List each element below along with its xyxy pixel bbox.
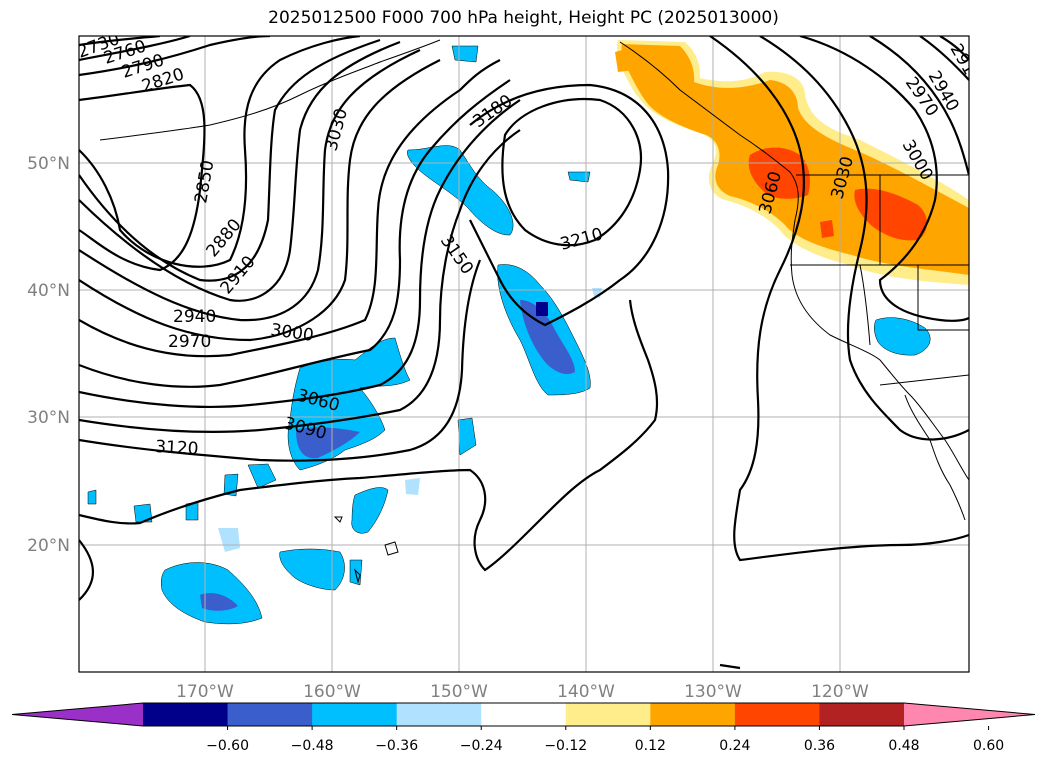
colorbar-segment (734, 703, 820, 726)
colorbar-tick-label: 0.36 (804, 738, 835, 754)
colorbar-segment (312, 703, 398, 726)
map-panel: 2730 2760 2790 2820 2850 2880 2910 2940 … (79, 36, 969, 672)
longitude-labels: 170°W 160°W 150°W 140°W 130°W 120°W (176, 682, 869, 702)
map-frame (78, 35, 970, 673)
lat-label: 20°N (27, 536, 70, 556)
lon-label: 120°W (811, 682, 869, 702)
colorbar-tick-label: 0.12 (635, 738, 666, 754)
lat-label: 50°N (27, 154, 70, 174)
colorbar-tick-label: −0.60 (206, 738, 249, 754)
contour-label: 2970 (168, 332, 211, 352)
lon-label: 170°W (176, 682, 234, 702)
colorbar-extension-max (904, 703, 1035, 726)
map-title: 2025012500 F000 700 hPa height, Height P… (268, 8, 779, 28)
colorbar-tick-label: 0.60 (973, 738, 1004, 754)
lat-label: 40°N (27, 281, 70, 301)
colorbar-segment (650, 703, 736, 726)
contour-label: 2940 (173, 307, 216, 327)
latitude-labels: 50°N 40°N 30°N 20°N (27, 154, 70, 556)
colorbar-segment (227, 703, 313, 726)
height-contours (79, 36, 969, 670)
lon-label: 160°W (303, 682, 361, 702)
lon-label: 130°W (684, 682, 742, 702)
negative-anomaly-shading (87, 45, 931, 625)
colorbar-segment (396, 703, 482, 726)
contour-label: 3120 (155, 437, 199, 459)
lat-label: 30°N (27, 408, 70, 428)
colorbar-tick-label: −0.24 (460, 738, 503, 754)
colorbar-segment (565, 703, 651, 726)
colorbar-tick-label: −0.36 (375, 738, 418, 754)
colorbar-extension-min (12, 703, 143, 726)
colorbar-tick-label: 0.24 (719, 738, 750, 754)
colorbar: −0.60 −0.48 −0.36 −0.24 −0.12 0.12 0.24 0.36 0.4… (11, 702, 1036, 754)
colorbar-segment (481, 703, 567, 726)
colorbar-tick-label: −0.48 (291, 738, 334, 754)
colorbar-tick-label: 0.48 (888, 738, 919, 754)
lon-label: 140°W (557, 682, 615, 702)
colorbar-segment (143, 703, 229, 726)
lon-label: 150°W (430, 682, 488, 702)
colorbar-tick-label: −0.12 (544, 738, 587, 754)
colorbar-segment (819, 703, 905, 726)
coastlines (99, 39, 969, 584)
